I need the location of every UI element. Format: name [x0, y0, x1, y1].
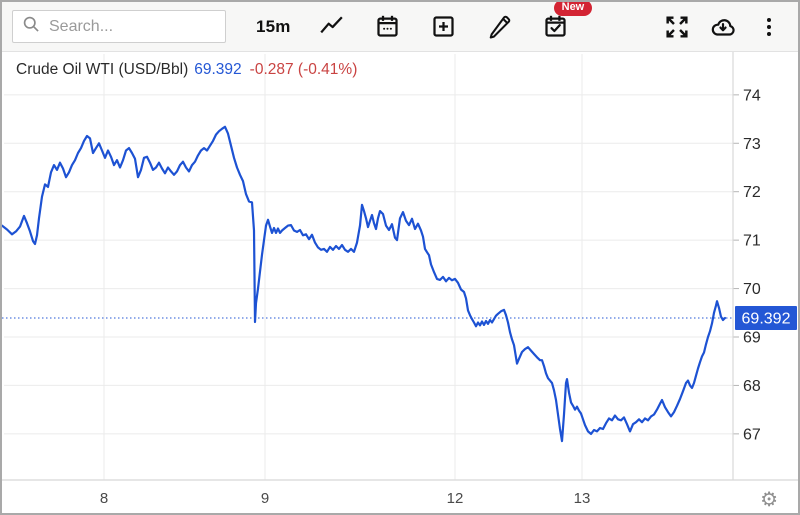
line-chart-icon[interactable] — [317, 11, 347, 43]
y-axis-label: 70 — [743, 281, 761, 298]
x-axis-label: 12 — [447, 490, 464, 507]
toolbar: 15m — [2, 2, 798, 52]
y-axis-label: 71 — [743, 233, 761, 250]
search-icon — [21, 14, 41, 39]
chart-title: Crude Oil WTI (USD/Bbl) 69.392 -0.287 (-0.… — [16, 61, 357, 79]
toolbar-right-group — [646, 11, 784, 43]
x-axis-label: 8 — [100, 490, 108, 507]
x-axis-label: 9 — [261, 490, 269, 507]
chart-area[interactable]: Crude Oil WTI (USD/Bbl) 69.392 -0.287 (-0.… — [2, 52, 798, 515]
new-badge: New — [553, 2, 593, 16]
price-line — [2, 125, 727, 443]
search-box[interactable] — [12, 10, 226, 43]
instrument-name: Crude Oil WTI (USD/Bbl) — [16, 61, 189, 78]
kebab-menu-icon[interactable] — [754, 11, 784, 43]
price-change: -0.287 (-0.41%) — [249, 61, 358, 78]
fullscreen-icon[interactable] — [662, 11, 692, 43]
x-axis-label: 13 — [574, 490, 591, 507]
last-price: 69.392 — [194, 61, 242, 78]
cloud-download-icon[interactable] — [708, 11, 738, 43]
gear-icon[interactable]: ⚙ — [760, 489, 778, 511]
calendar-icon[interactable] — [373, 11, 403, 43]
pencil-icon[interactable] — [485, 11, 515, 43]
y-axis-label: 69 — [743, 330, 761, 347]
y-axis-label: 68 — [743, 378, 761, 395]
y-axis-label: 72 — [743, 184, 761, 201]
y-axis-label: 73 — [743, 136, 761, 153]
calendar-check-icon[interactable]: New — [541, 2, 593, 43]
price-label-box — [735, 306, 797, 331]
y-axis-label: 74 — [743, 87, 761, 104]
price-chart[interactable]: 67 68 69 70 71 72 73 74 8 9 12 13 69.392 — [2, 52, 798, 515]
y-axis-label: 67 — [743, 426, 761, 443]
price-label-text: 69.392 — [742, 311, 791, 328]
search-input[interactable] — [47, 16, 217, 37]
timeframe-selector[interactable]: 15m — [256, 16, 291, 36]
add-icon[interactable] — [429, 11, 459, 43]
